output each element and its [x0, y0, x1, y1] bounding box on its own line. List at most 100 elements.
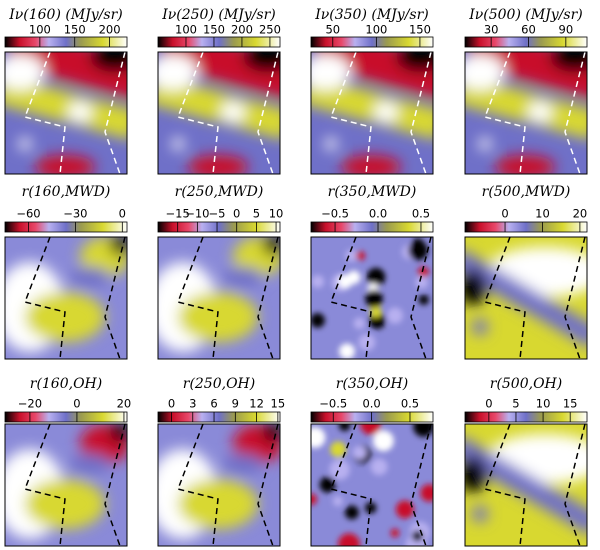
colorbar-tick-label: −0.5: [319, 397, 347, 411]
colorbar-tick-label: 0.5: [401, 397, 419, 411]
map-frame: [157, 51, 281, 175]
map: [5, 237, 127, 359]
region-outline: [176, 237, 219, 359]
map-texture: [465, 434, 587, 536]
colorbar-tick-label: 60: [521, 23, 536, 37]
region-outline: [104, 424, 126, 546]
blob: [345, 249, 358, 262]
map: [311, 424, 433, 546]
blob: [356, 251, 366, 261]
blob: [330, 441, 347, 458]
band: [311, 74, 433, 141]
map-frame: [464, 236, 588, 360]
panel-title: r(350,MWD): [328, 184, 417, 200]
region-outline: [104, 52, 126, 174]
region-outline: [329, 424, 372, 546]
map-texture: [311, 424, 433, 546]
panel: r(250,OH) 0 3 6 9 12 15: [157, 376, 285, 547]
colorbar-tick-label: 0: [73, 397, 80, 411]
region-outline: [23, 52, 66, 174]
blob: [338, 424, 351, 432]
colorbar: [4, 36, 128, 48]
map-texture: [465, 52, 587, 174]
region-outline: [483, 424, 526, 546]
region-outline: [23, 424, 66, 546]
colorbar-tick-label: 20: [573, 207, 588, 221]
colorbar-tick-label: 100: [365, 23, 387, 37]
panel-title: Iν(500) (MJy/sr): [468, 7, 583, 23]
colorbar-tick-label: 200: [99, 23, 121, 37]
panel: Iν(500) (MJy/sr)30 60 90: [464, 7, 588, 175]
map-texture: [158, 237, 280, 352]
region-outline: [410, 52, 432, 174]
colorbar-tick-label: 10: [536, 397, 551, 411]
blob: [550, 52, 587, 72]
region-outline: [329, 237, 372, 359]
colorbar-tick-label: 0: [119, 207, 126, 221]
blob: [408, 240, 428, 261]
panel: r(350,OH) −0.5 0.0 0.5: [310, 376, 434, 547]
colorbar-tick-label: 50: [325, 23, 340, 37]
colorbar: [464, 221, 588, 233]
colorbar-tick-label: 0: [233, 207, 240, 221]
band: [465, 52, 587, 102]
blob: [347, 270, 361, 285]
colorbar-tick-label: −20: [18, 397, 42, 411]
map-frame: [157, 236, 281, 360]
blob: [263, 237, 280, 255]
map: [311, 52, 433, 174]
blob: [386, 307, 404, 324]
panel: r(500,OH) 0 5 10 15: [464, 376, 588, 547]
colorbar: [464, 411, 588, 423]
panel: r(250,MWD) −15−10 −5 0 5 10: [157, 184, 284, 360]
colorbar-tick-label: 9: [232, 397, 239, 411]
blob: [70, 267, 110, 287]
map-texture: [465, 247, 587, 349]
panel: Iν(350) (MJy/sr)50 100 150: [310, 7, 434, 175]
blob: [366, 267, 386, 287]
blob: [465, 54, 505, 90]
region-outline: [329, 52, 372, 174]
colorbar-tick-label: 0.0: [362, 397, 380, 411]
blob: [70, 454, 110, 474]
blob: [341, 155, 401, 174]
colorbar-tick-label: 5: [512, 397, 519, 411]
blob: [344, 505, 359, 520]
colorbar-tick-label: −5: [209, 207, 226, 221]
colorbar-tick-label: 150: [203, 23, 225, 37]
blob: [5, 54, 45, 90]
blob: [90, 52, 127, 72]
blob: [311, 54, 351, 90]
colorbar-tick-label: 10: [269, 207, 284, 221]
blob: [415, 276, 429, 289]
blob: [338, 533, 360, 546]
colorbar-tick-label: 0: [501, 207, 508, 221]
map-frame: [4, 236, 128, 360]
blob: [372, 430, 394, 452]
blob: [420, 484, 433, 502]
colorbar-tick-label: 100: [29, 23, 51, 37]
panel: r(160,MWD) −60 −30 0: [4, 184, 128, 360]
panel: Iν(160) (MJy/sr)100 150 200: [4, 7, 128, 175]
map-frame: [310, 236, 434, 360]
map: [465, 424, 587, 546]
colorbar-tick-label: −60: [16, 207, 40, 221]
panel: r(160,OH) −20 0 20: [4, 376, 131, 547]
region-outline: [483, 237, 526, 359]
panel-title: r(500,OH): [490, 376, 562, 392]
blob: [370, 306, 382, 318]
blob: [418, 294, 429, 305]
map: [158, 424, 280, 546]
colorbar-tick-label: −0.5: [321, 207, 349, 221]
map-texture: [158, 52, 280, 174]
blob: [395, 500, 414, 519]
band: [465, 248, 587, 349]
region-outline: [564, 52, 586, 174]
colorbar: [157, 221, 281, 233]
blob: [221, 102, 245, 122]
map-frame: [4, 51, 128, 175]
colorbar: [157, 411, 281, 423]
panel-title: r(350,OH): [336, 376, 408, 392]
blob: [68, 102, 92, 122]
panel-title: r(250,OH): [183, 376, 255, 392]
